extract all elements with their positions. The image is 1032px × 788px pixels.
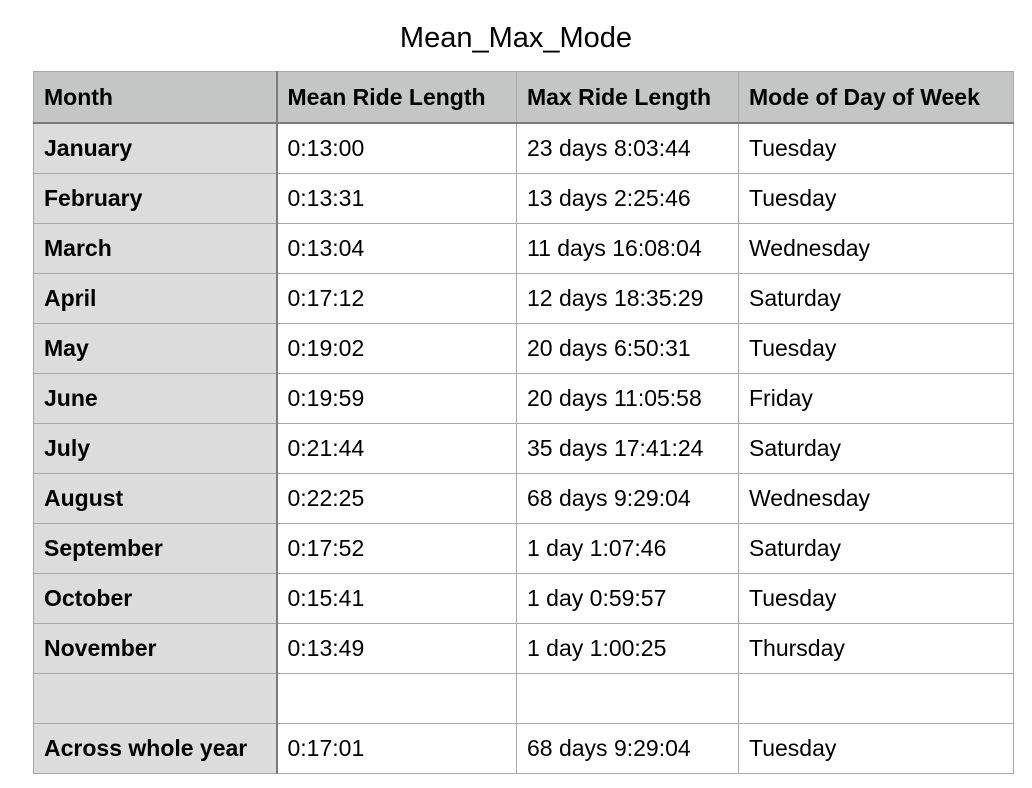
table-row: March 0:13:04 11 days 16:08:04 Wednesday <box>33 223 1014 274</box>
mean-ride-length-cell: 0:13:04 <box>276 223 517 274</box>
mode-day-of-week-cell: Friday <box>738 373 1014 424</box>
max-ride-length-cell: 68 days 9:29:04 <box>516 473 739 524</box>
mean-ride-length-cell: 0:19:59 <box>276 373 517 424</box>
mode-day-of-week-cell: Saturday <box>738 273 1014 324</box>
row-header-cell: February <box>33 173 278 224</box>
mode-day-of-week-cell: Tuesday <box>738 723 1014 774</box>
row-header-cell: June <box>33 373 278 424</box>
table-row: July 0:21:44 35 days 17:41:24 Saturday <box>33 423 1014 474</box>
max-ride-length-cell: 20 days 11:05:58 <box>516 373 739 424</box>
column-header-mean-ride-length: Mean Ride Length <box>276 71 517 124</box>
max-ride-length-cell: 1 day 1:00:25 <box>516 623 739 674</box>
mean-ride-length-cell <box>276 673 517 724</box>
mean-ride-length-cell: 0:17:52 <box>276 523 517 574</box>
table-row: November 0:13:49 1 day 1:00:25 Thursday <box>33 623 1014 674</box>
row-header-cell: August <box>33 473 278 524</box>
table-body: January 0:13:00 23 days 8:03:44 Tuesday Febr… <box>33 122 1014 774</box>
table-title: Mean_Max_Mode <box>399 22 633 54</box>
mode-day-of-week-cell: Tuesday <box>738 573 1014 624</box>
column-header-month: Month <box>33 71 278 124</box>
max-ride-length-cell: 35 days 17:41:24 <box>516 423 739 474</box>
mean-ride-length-cell: 0:19:02 <box>276 323 517 374</box>
row-header-cell: May <box>33 323 278 374</box>
mode-day-of-week-cell: Tuesday <box>738 173 1014 224</box>
max-ride-length-cell: 12 days 18:35:29 <box>516 273 739 324</box>
data-table: Month Mean Ride Length Max Ride Length M… <box>33 71 1014 774</box>
row-header-cell: March <box>33 223 278 274</box>
mode-day-of-week-cell: Saturday <box>738 423 1014 474</box>
row-header-cell: September <box>33 523 278 574</box>
column-header-max-ride-length: Max Ride Length <box>516 71 739 124</box>
mode-day-of-week-cell <box>738 673 1014 724</box>
max-ride-length-cell: 11 days 16:08:04 <box>516 223 739 274</box>
table-row: June 0:19:59 20 days 11:05:58 Friday <box>33 373 1014 424</box>
mean-ride-length-cell: 0:15:41 <box>276 573 517 624</box>
row-header-cell: October <box>33 573 278 624</box>
row-header-cell <box>33 673 278 724</box>
mean-ride-length-cell: 0:17:01 <box>276 723 517 774</box>
table-row <box>33 673 1014 724</box>
mode-day-of-week-cell: Thursday <box>738 623 1014 674</box>
max-ride-length-cell: 23 days 8:03:44 <box>516 122 739 174</box>
mean-ride-length-cell: 0:13:00 <box>276 122 517 174</box>
mean-ride-length-cell: 0:13:31 <box>276 173 517 224</box>
max-ride-length-cell: 1 day 0:59:57 <box>516 573 739 624</box>
row-header-cell: November <box>33 623 278 674</box>
mean-ride-length-cell: 0:13:49 <box>276 623 517 674</box>
mode-day-of-week-cell: Wednesday <box>738 473 1014 524</box>
max-ride-length-cell: 20 days 6:50:31 <box>516 323 739 374</box>
mode-day-of-week-cell: Saturday <box>738 523 1014 574</box>
table-row: August 0:22:25 68 days 9:29:04 Wednesday <box>33 473 1014 524</box>
mode-day-of-week-cell: Tuesday <box>738 122 1014 174</box>
mode-day-of-week-cell: Wednesday <box>738 223 1014 274</box>
max-ride-length-cell: 13 days 2:25:46 <box>516 173 739 224</box>
table-row: April 0:17:12 12 days 18:35:29 Saturday <box>33 273 1014 324</box>
max-ride-length-cell: 68 days 9:29:04 <box>516 723 739 774</box>
mean-ride-length-cell: 0:17:12 <box>276 273 517 324</box>
column-header-mode-day-of-week: Mode of Day of Week <box>738 71 1014 124</box>
mode-day-of-week-cell: Tuesday <box>738 323 1014 374</box>
max-ride-length-cell <box>516 673 739 724</box>
table-row: January 0:13:00 23 days 8:03:44 Tuesday <box>33 122 1014 174</box>
table-row: October 0:15:41 1 day 0:59:57 Tuesday <box>33 573 1014 624</box>
row-header-cell: January <box>33 122 278 174</box>
mean-ride-length-cell: 0:22:25 <box>276 473 517 524</box>
table-row: May 0:19:02 20 days 6:50:31 Tuesday <box>33 323 1014 374</box>
max-ride-length-cell: 1 day 1:07:46 <box>516 523 739 574</box>
table-row: Across whole year 0:17:01 68 days 9:29:04 T… <box>33 723 1014 774</box>
table-row: September 0:17:52 1 day 1:07:46 Saturday <box>33 523 1014 574</box>
header-row: Month Mean Ride Length Max Ride Length M… <box>33 71 1014 124</box>
row-header-cell: Across whole year <box>33 723 278 774</box>
table-row: February 0:13:31 13 days 2:25:46 Tuesday <box>33 173 1014 224</box>
row-header-cell: April <box>33 273 278 324</box>
row-header-cell: July <box>33 423 278 474</box>
mean-ride-length-cell: 0:21:44 <box>276 423 517 474</box>
